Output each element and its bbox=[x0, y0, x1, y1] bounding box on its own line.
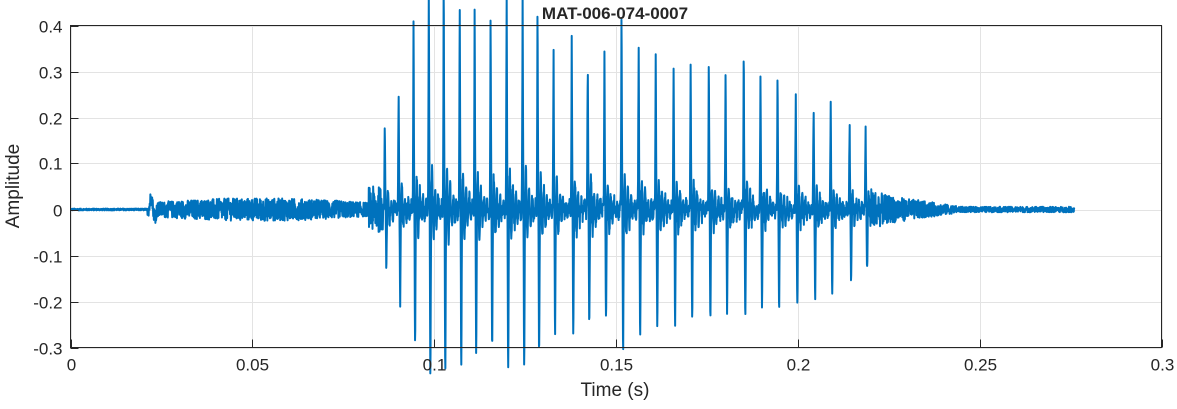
y-tick-label: 0.4 bbox=[39, 18, 63, 37]
y-tick-label: -0.1 bbox=[33, 248, 62, 267]
y-tick-label: 0.3 bbox=[39, 64, 63, 83]
chart-title: MAT-006-074-0007 bbox=[542, 4, 688, 23]
x-tick-label: 0.15 bbox=[600, 356, 633, 375]
x-tick-label: 0.25 bbox=[964, 356, 997, 375]
waveform-line bbox=[69, 0, 1076, 375]
grid bbox=[70, 25, 1163, 349]
x-tick-label: 0.05 bbox=[236, 356, 269, 375]
y-tick-label: 0.1 bbox=[39, 155, 63, 174]
x-axis-label: Time (s) bbox=[581, 380, 650, 401]
y-tick-label: 0.2 bbox=[39, 110, 63, 129]
y-tick-label: -0.2 bbox=[33, 294, 62, 313]
y-axis-label: Amplitude bbox=[3, 144, 24, 229]
x-tick-label: 0.1 bbox=[423, 356, 447, 375]
x-tick-label: 0 bbox=[67, 356, 76, 375]
x-tick-label: 0.3 bbox=[1151, 356, 1175, 375]
x-tick-label: 0.2 bbox=[787, 356, 811, 375]
tick-marks: 0 0.05 0.1 0.15 0.2 0.25 0.3 -0.3 -0.2 -0.1 0 0.1 0.… bbox=[33, 18, 1174, 375]
y-tick-label: -0.3 bbox=[33, 340, 62, 359]
y-tick-label: 0 bbox=[53, 202, 62, 221]
